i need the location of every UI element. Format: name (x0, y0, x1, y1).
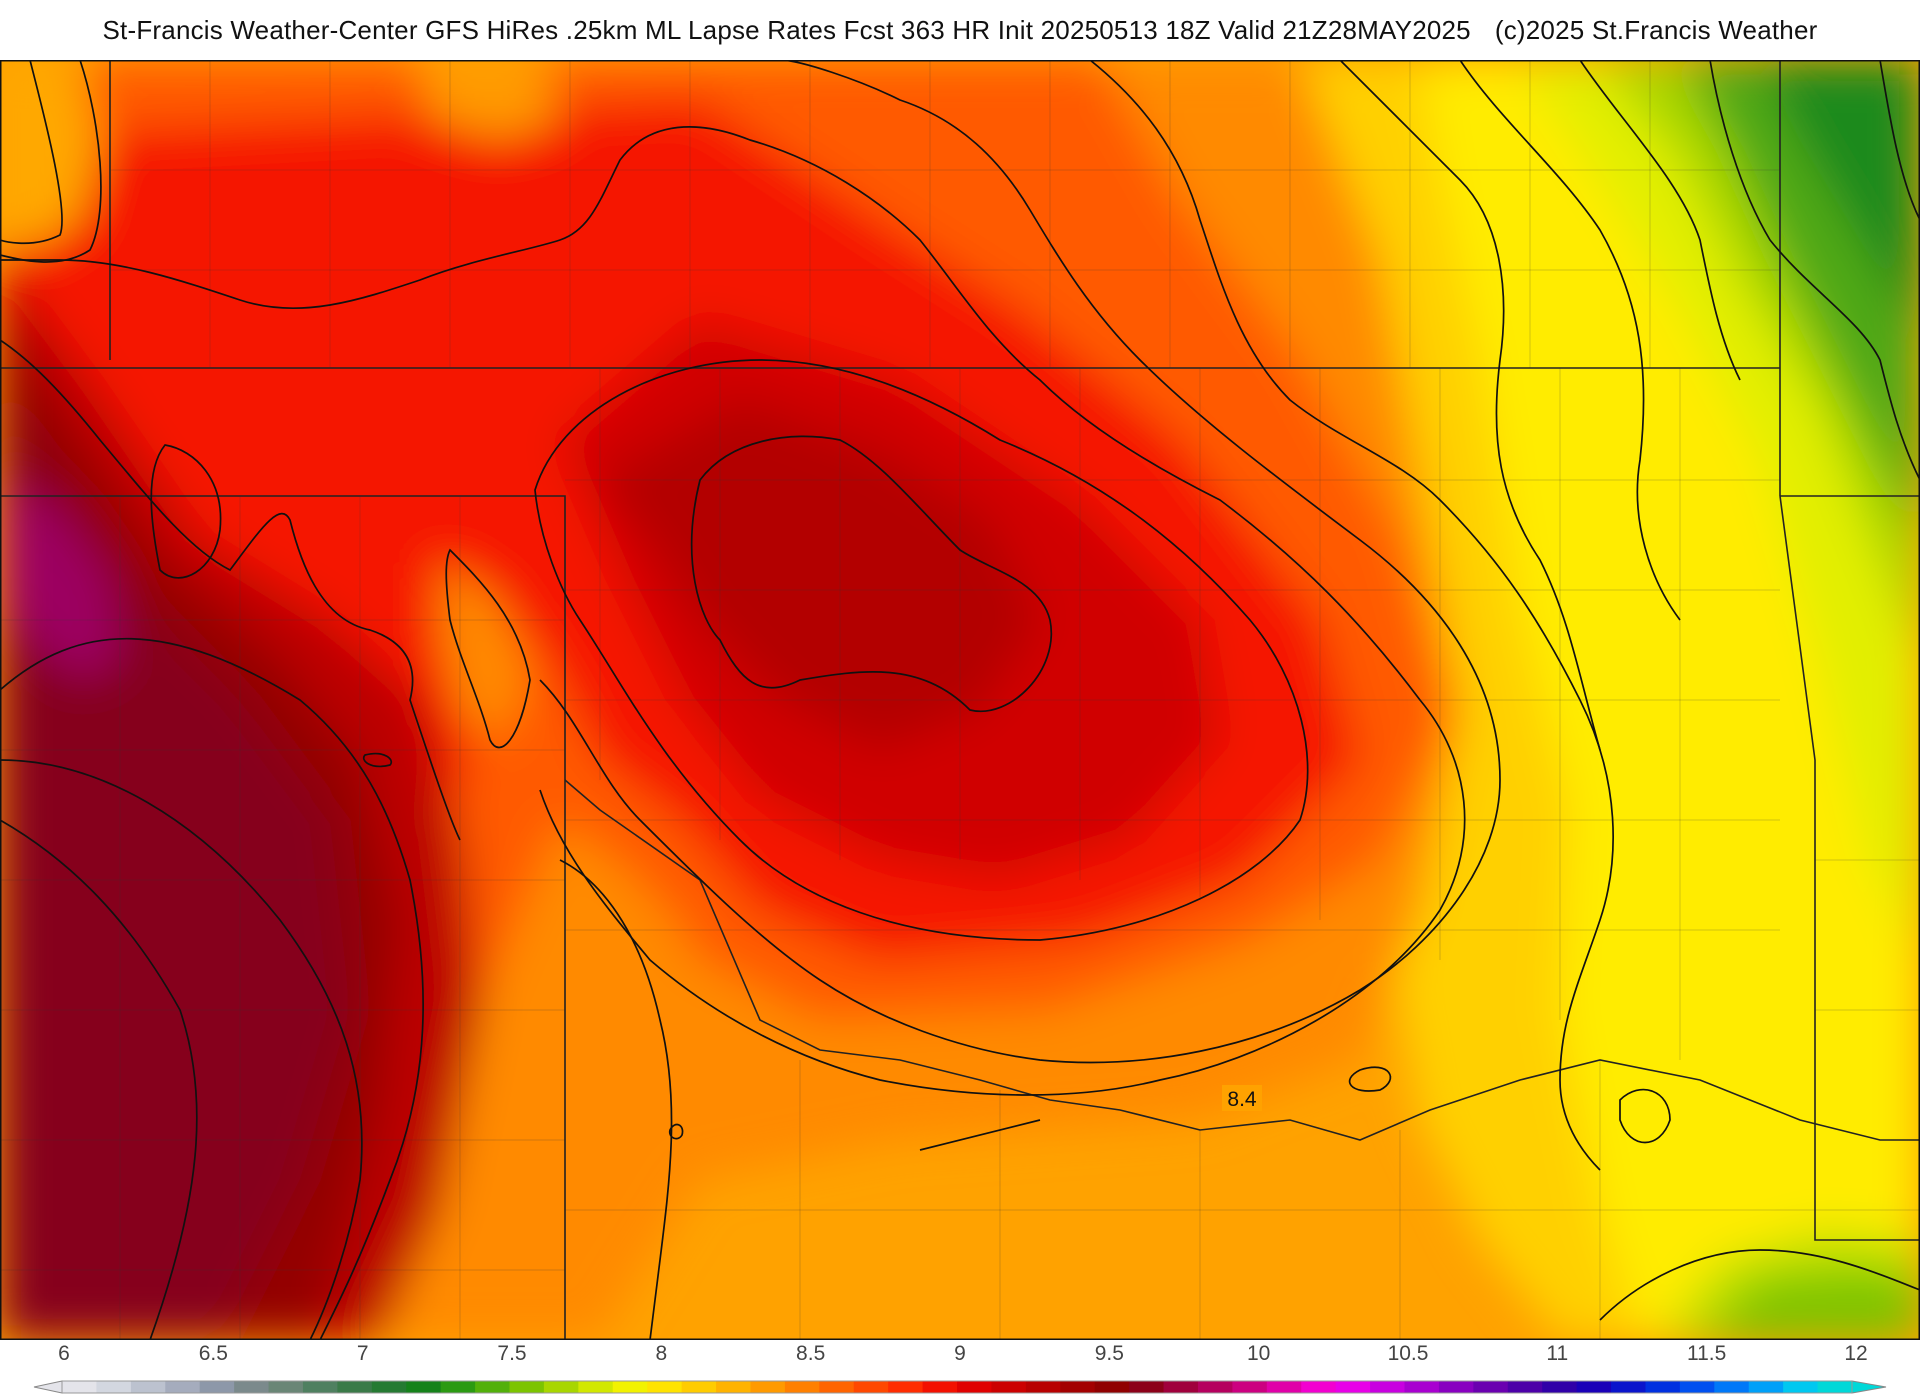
colorbar-swatch (1714, 1381, 1750, 1393)
colorbar-tick-label: 6 (58, 1342, 70, 1365)
filled-field (0, 60, 1920, 1340)
contour-lines (0, 60, 1920, 1340)
title-copyright: (c)2025 St.Francis Weather (1494, 14, 1818, 45)
colorbar-swatch (1679, 1381, 1715, 1393)
colorbar-swatch (1335, 1381, 1371, 1393)
colorbar-swatch (991, 1381, 1027, 1393)
state-boundaries (0, 60, 1920, 1340)
colorbar-swatch (784, 1381, 820, 1393)
colorbar-tick-label: 9.5 (1094, 1342, 1124, 1365)
colorbar-tick-label: 7 (356, 1342, 369, 1365)
map-frame (0, 60, 1920, 1340)
colorbar-swatch (853, 1381, 889, 1393)
colorbar-swatch (888, 1381, 924, 1393)
colorbar-swatch (509, 1381, 545, 1393)
colorbar-outline (61, 1380, 1853, 1394)
colorbar-swatch (62, 1381, 98, 1393)
colorbar-tick-label: 11 (1546, 1342, 1569, 1365)
colorbar-swatch (647, 1381, 683, 1393)
colorbar-tick-label: 8.5 (796, 1342, 826, 1365)
colorbar-swatch (234, 1381, 270, 1393)
colorbar-swatch (1197, 1381, 1233, 1393)
colorbar-tick-label: 10 (1246, 1342, 1271, 1365)
colorbar-tick-label: 8 (655, 1342, 668, 1365)
colorbar-swatch (612, 1381, 648, 1393)
colorbar-swatch (957, 1381, 993, 1393)
colorbar-swatch (1094, 1381, 1130, 1393)
county-boundaries (0, 60, 1920, 1340)
colorbar-swatch (1060, 1381, 1096, 1393)
colorbar-swatch (406, 1381, 442, 1393)
colorbar-swatch (819, 1381, 855, 1393)
colorbar-swatch (302, 1381, 338, 1393)
colorbar-swatch (1645, 1381, 1681, 1393)
colorbar-swatch (199, 1381, 235, 1393)
colorbar-tick-label: 9 (954, 1342, 966, 1365)
colorbar-swatch (750, 1381, 786, 1393)
colorbar-swatch (371, 1381, 407, 1393)
colorbar-swatch (1232, 1381, 1268, 1393)
title-main: St-Francis Weather-Center GFS HiRes .25k… (102, 14, 1471, 45)
colorbar-min-arrow (33, 1380, 63, 1394)
colorbar-swatch (440, 1381, 476, 1393)
colorbar-tick-labels: 6 6.5 7 7.5 8 8.5 9 9.5 10 10.5 11 11.5 12 (0, 1342, 1920, 1368)
colorbar-swatch (922, 1381, 958, 1393)
colorbar-swatch (130, 1381, 166, 1393)
colorbar-swatch (1611, 1381, 1647, 1393)
chart-title: St-Francis Weather-Center GFS HiRes .25k… (0, 0, 1920, 60)
colorbar-swatch (1438, 1381, 1474, 1393)
colorbar-swatch (1576, 1381, 1612, 1393)
colorbar-max-arrow (1851, 1380, 1887, 1394)
colorbar-swatch (1370, 1381, 1406, 1393)
colorbar-swatch (1404, 1381, 1440, 1393)
colorbar-swatch (543, 1381, 579, 1393)
colorbar-swatch (1301, 1381, 1337, 1393)
colorbar-swatch (1129, 1381, 1165, 1393)
colorbar-swatch (475, 1381, 511, 1393)
colorbar-swatch (1748, 1381, 1784, 1393)
colorbar (33, 1380, 1887, 1394)
colorbar-swatch (96, 1381, 132, 1393)
colorbar-swatch (681, 1381, 717, 1393)
colorbar-tick-label: 11.5 (1686, 1342, 1727, 1365)
colorbar-tick-label: 6.5 (198, 1342, 228, 1365)
colorbar-swatch (1783, 1381, 1819, 1393)
colorbar-swatch (1025, 1381, 1061, 1393)
colorbar-tick-label: 7.5 (497, 1342, 527, 1365)
colorbar-swatch (1473, 1381, 1509, 1393)
colorbar-swatch (716, 1381, 752, 1393)
colorbar-swatch (337, 1381, 373, 1393)
colorbar-swatch (268, 1381, 304, 1393)
colorbar-tick-label: 10.5 (1387, 1342, 1429, 1365)
colorbar-swatch (165, 1381, 201, 1393)
lapse-rate-map: 8.4 (0, 60, 1920, 1340)
colorbar-swatch (1542, 1381, 1578, 1393)
contour-label: 8.4 (1227, 1088, 1257, 1111)
colorbar-swatch (578, 1381, 614, 1393)
colorbar-swatch (1266, 1381, 1302, 1393)
contour-label-bg (1222, 1085, 1262, 1111)
colorbar-swatch (1163, 1381, 1199, 1393)
colorbar-swatch (1507, 1381, 1543, 1393)
colorbar-swatch (1817, 1381, 1853, 1393)
colorbar-tick-label: 12 (1844, 1342, 1868, 1365)
